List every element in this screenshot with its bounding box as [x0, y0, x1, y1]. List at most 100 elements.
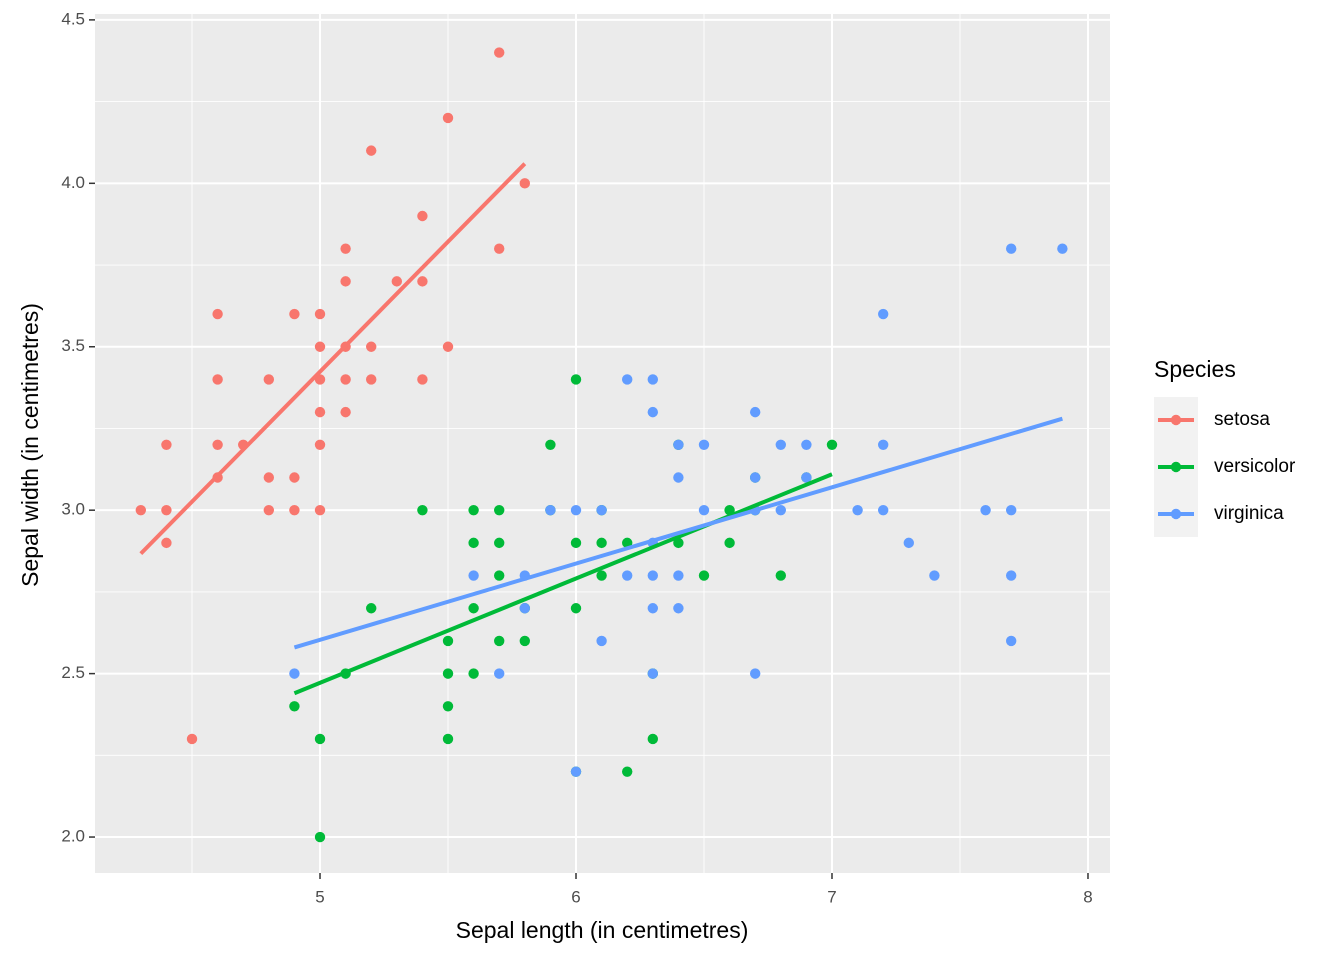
- point: [212, 439, 223, 451]
- point: [929, 570, 940, 581]
- point: [289, 308, 300, 320]
- y-axis-title: Sepal width (in centimetres): [17, 303, 43, 587]
- point: [494, 47, 505, 58]
- point: [494, 537, 505, 549]
- point: [596, 635, 607, 647]
- x-tick-label: 5: [315, 887, 324, 906]
- y-tick-label: 2.5: [61, 663, 85, 682]
- point: [161, 439, 172, 451]
- point: [877, 439, 889, 451]
- point: [468, 570, 479, 581]
- point: [673, 439, 684, 451]
- point: [494, 668, 505, 679]
- point: [161, 504, 172, 516]
- point: [186, 733, 198, 745]
- point: [570, 374, 582, 385]
- point: [442, 112, 454, 124]
- point: [1005, 570, 1017, 581]
- y-tick-label: 3.0: [61, 500, 85, 519]
- point: [314, 341, 326, 352]
- legend-label: virginica: [1214, 503, 1284, 524]
- point: [596, 537, 607, 549]
- point: [622, 570, 633, 581]
- point: [289, 701, 300, 712]
- point: [340, 243, 351, 254]
- point: [622, 766, 633, 777]
- point: [340, 374, 351, 385]
- point: [212, 374, 223, 385]
- x-tick-label: 8: [1083, 887, 1092, 906]
- point: [570, 537, 582, 549]
- point: [570, 504, 582, 516]
- point: [442, 668, 454, 679]
- point: [647, 570, 659, 581]
- point: [366, 145, 377, 156]
- point: [801, 439, 812, 451]
- point: [570, 603, 582, 614]
- point: [314, 733, 326, 745]
- point: [775, 570, 786, 581]
- point: [263, 472, 275, 483]
- point: [749, 668, 761, 679]
- x-tick-label: 7: [827, 887, 836, 906]
- point: [289, 668, 300, 679]
- point: [647, 733, 659, 745]
- point: [468, 603, 479, 614]
- point: [519, 178, 531, 189]
- y-tick-label: 2.0: [61, 827, 85, 846]
- point: [698, 504, 710, 516]
- point: [1005, 635, 1017, 647]
- point: [775, 504, 786, 516]
- y-tick-label: 3.5: [61, 336, 85, 355]
- point: [647, 374, 659, 385]
- point: [263, 374, 275, 385]
- point: [673, 472, 684, 483]
- point: [135, 504, 147, 516]
- point: [289, 472, 300, 483]
- point: [698, 570, 710, 581]
- point: [161, 537, 172, 549]
- x-tick-label: 6: [571, 887, 580, 906]
- point: [468, 504, 479, 516]
- point: [980, 504, 991, 516]
- y-tick-label: 4.0: [61, 173, 85, 192]
- point: [519, 603, 531, 614]
- point: [340, 276, 351, 287]
- point: [519, 635, 531, 647]
- point: [212, 308, 223, 320]
- point: [673, 537, 684, 549]
- point: [494, 504, 505, 516]
- point: [647, 406, 659, 418]
- point: [545, 504, 556, 516]
- point: [314, 439, 326, 451]
- point: [801, 472, 812, 483]
- point: [1005, 243, 1017, 254]
- point: [417, 276, 428, 287]
- point: [903, 537, 914, 549]
- point: [494, 635, 505, 647]
- legend-label: versicolor: [1214, 456, 1296, 477]
- point: [340, 406, 351, 418]
- point: [314, 406, 326, 418]
- point: [596, 504, 607, 516]
- legend-key-point: [1170, 461, 1182, 473]
- point: [442, 733, 454, 745]
- point: [673, 570, 684, 581]
- point: [622, 374, 633, 385]
- point: [442, 635, 454, 647]
- fit-line: [139, 162, 527, 556]
- point: [417, 374, 428, 385]
- point: [263, 504, 275, 516]
- point: [1005, 504, 1017, 516]
- point: [545, 439, 556, 451]
- point: [366, 603, 377, 614]
- y-tick-label: 4.5: [61, 9, 85, 28]
- legend-title: Species: [1154, 356, 1236, 382]
- legend-key-point: [1170, 414, 1182, 426]
- point: [673, 603, 684, 614]
- point: [698, 439, 710, 451]
- point: [366, 374, 377, 385]
- x-axis-title: Sepal length (in centimetres): [456, 917, 749, 943]
- point: [417, 210, 428, 222]
